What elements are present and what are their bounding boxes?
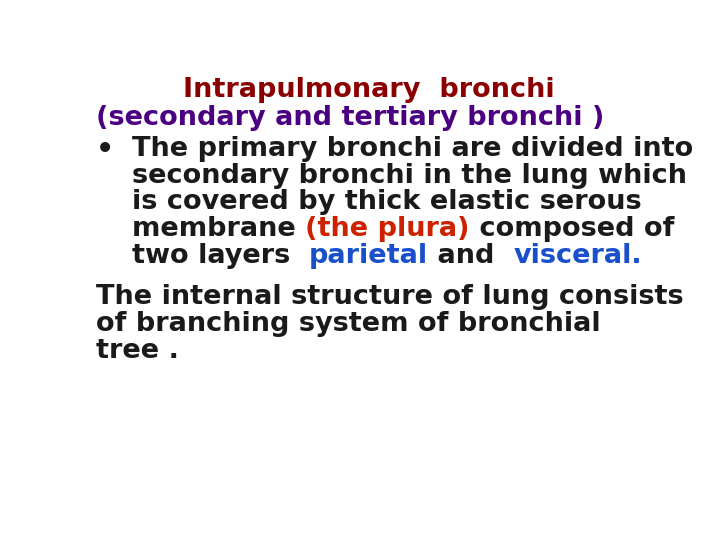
Text: of branching system of bronchial: of branching system of bronchial [96,311,600,337]
Text: secondary bronchi in the lung which: secondary bronchi in the lung which [132,163,687,188]
Text: (the plura): (the plura) [305,216,469,242]
Text: The internal structure of lung consists: The internal structure of lung consists [96,284,683,310]
Text: parietal: parietal [309,243,428,269]
Text: Intrapulmonary  bronchi: Intrapulmonary bronchi [183,77,555,103]
Text: •: • [96,136,114,164]
Text: membrane: membrane [132,216,305,242]
Text: visceral.: visceral. [513,243,642,269]
Text: is covered by thick elastic serous: is covered by thick elastic serous [132,190,642,215]
Text: composed of: composed of [469,216,674,242]
Text: tree .: tree . [96,338,179,363]
Text: and: and [428,243,513,269]
Text: two layers: two layers [132,243,309,269]
Text: (secondary and tertiary bronchi ): (secondary and tertiary bronchi ) [96,105,604,131]
Text: The primary bronchi are divided into: The primary bronchi are divided into [132,136,693,162]
